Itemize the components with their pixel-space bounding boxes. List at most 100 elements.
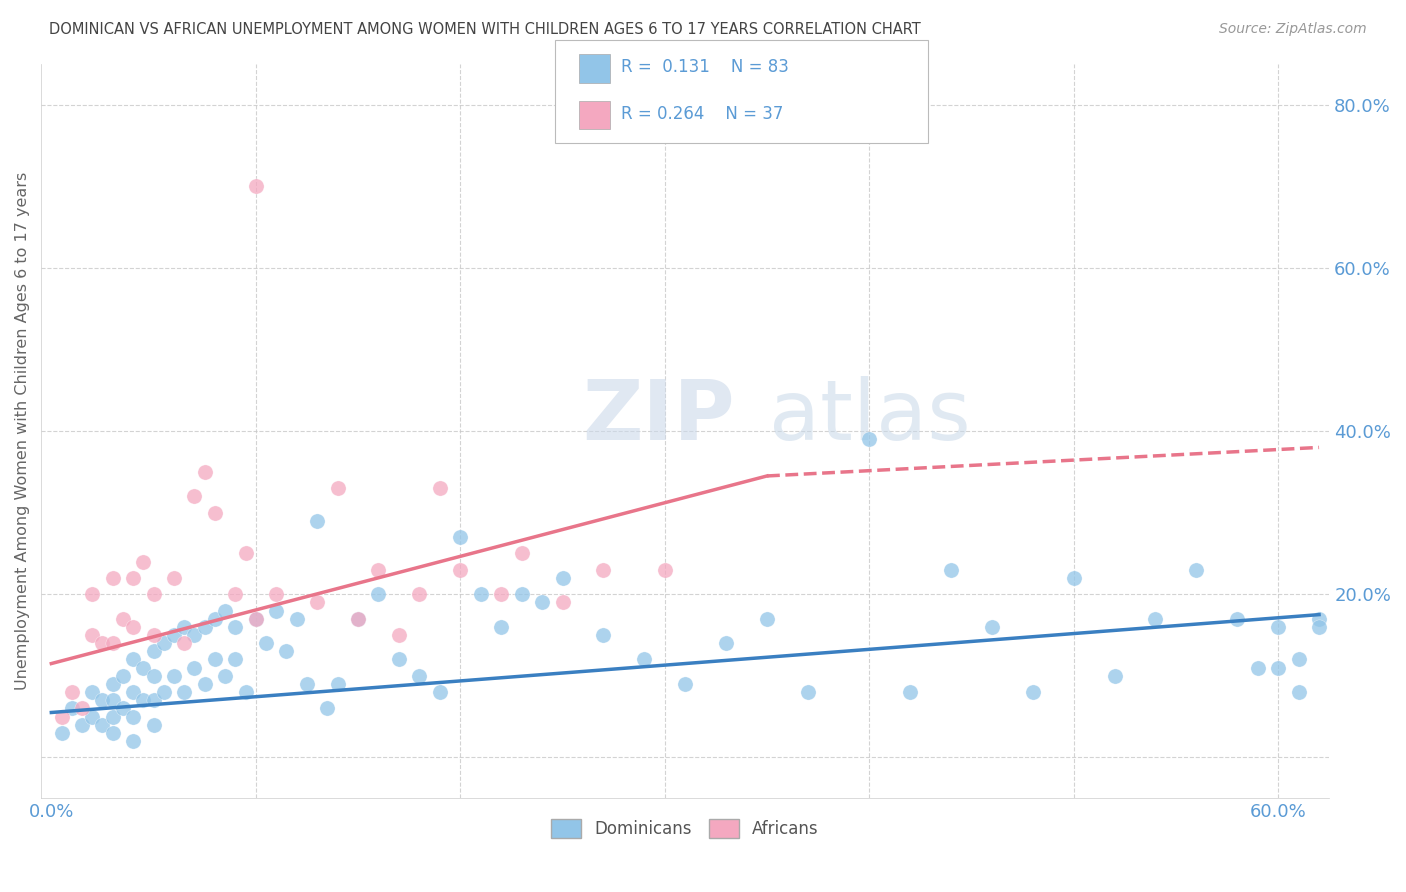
Point: [510, 546, 533, 560]
Point: [60, 701, 83, 715]
Point: [1308, 620, 1330, 634]
Point: [307, 595, 329, 609]
Point: [1288, 652, 1310, 666]
Point: [1267, 660, 1289, 674]
Point: [224, 587, 246, 601]
Point: [183, 628, 205, 642]
Point: [132, 555, 155, 569]
Point: [489, 587, 512, 601]
Point: [531, 595, 554, 609]
Text: R = 0.264    N = 37: R = 0.264 N = 37: [621, 105, 783, 123]
Point: [132, 693, 155, 707]
Point: [388, 628, 411, 642]
Point: [245, 612, 267, 626]
Point: [122, 709, 145, 723]
Point: [214, 669, 236, 683]
Point: [1063, 571, 1085, 585]
Point: [163, 628, 186, 642]
Legend: Dominicans, Africans: Dominicans, Africans: [544, 813, 825, 845]
Point: [388, 652, 411, 666]
Point: [101, 693, 124, 707]
Point: [51, 726, 73, 740]
Point: [163, 669, 186, 683]
Point: [592, 563, 614, 577]
Point: [111, 612, 134, 626]
Y-axis label: Unemployment Among Women with Children Ages 6 to 17 years: Unemployment Among Women with Children A…: [15, 172, 30, 690]
Point: [142, 717, 165, 731]
Point: [980, 620, 1002, 634]
Point: [173, 685, 195, 699]
Point: [1267, 620, 1289, 634]
Point: [101, 677, 124, 691]
Point: [235, 546, 257, 560]
Point: [673, 677, 696, 691]
Point: [307, 514, 329, 528]
Point: [756, 612, 779, 626]
Point: [82, 628, 104, 642]
Point: [898, 685, 921, 699]
Point: [204, 652, 226, 666]
Point: [367, 587, 389, 601]
Point: [204, 506, 226, 520]
Point: [1288, 685, 1310, 699]
Point: [214, 603, 236, 617]
Point: [1247, 660, 1270, 674]
Point: [173, 620, 195, 634]
Point: [285, 612, 308, 626]
Point: [111, 701, 134, 715]
Point: [1104, 669, 1126, 683]
Point: [152, 685, 174, 699]
Point: [1022, 685, 1045, 699]
Text: atlas: atlas: [769, 376, 970, 457]
Point: [101, 709, 124, 723]
Point: [132, 660, 155, 674]
Point: [194, 620, 217, 634]
Point: [254, 636, 277, 650]
Point: [326, 481, 349, 495]
Point: [82, 709, 104, 723]
Point: [1308, 612, 1330, 626]
Point: [82, 685, 104, 699]
Text: R =  0.131    N = 83: R = 0.131 N = 83: [621, 58, 789, 77]
Text: Source: ZipAtlas.com: Source: ZipAtlas.com: [1219, 22, 1367, 37]
Point: [408, 587, 430, 601]
Point: [122, 652, 145, 666]
Point: [1144, 612, 1167, 626]
Point: [264, 587, 287, 601]
Point: [429, 481, 451, 495]
Point: [367, 563, 389, 577]
Point: [408, 669, 430, 683]
Point: [70, 717, 93, 731]
Point: [173, 636, 195, 650]
Point: [449, 563, 471, 577]
Point: [510, 587, 533, 601]
Point: [235, 685, 257, 699]
Point: [194, 677, 217, 691]
Point: [152, 636, 174, 650]
Point: [142, 693, 165, 707]
Point: [224, 652, 246, 666]
Point: [101, 571, 124, 585]
Point: [183, 489, 205, 503]
Point: [1226, 612, 1249, 626]
Point: [82, 587, 104, 601]
Point: [183, 660, 205, 674]
Point: [91, 693, 114, 707]
Point: [276, 644, 298, 658]
Point: [70, 701, 93, 715]
Point: [142, 628, 165, 642]
Point: [347, 612, 370, 626]
Point: [122, 685, 145, 699]
Point: [939, 563, 962, 577]
Point: [204, 612, 226, 626]
Point: [245, 179, 267, 194]
Point: [264, 603, 287, 617]
Point: [295, 677, 318, 691]
Point: [111, 669, 134, 683]
Point: [347, 612, 370, 626]
Point: [654, 563, 676, 577]
Point: [1185, 563, 1208, 577]
Point: [316, 701, 339, 715]
Point: [91, 717, 114, 731]
Text: DOMINICAN VS AFRICAN UNEMPLOYMENT AMONG WOMEN WITH CHILDREN AGES 6 TO 17 YEARS C: DOMINICAN VS AFRICAN UNEMPLOYMENT AMONG …: [49, 22, 921, 37]
